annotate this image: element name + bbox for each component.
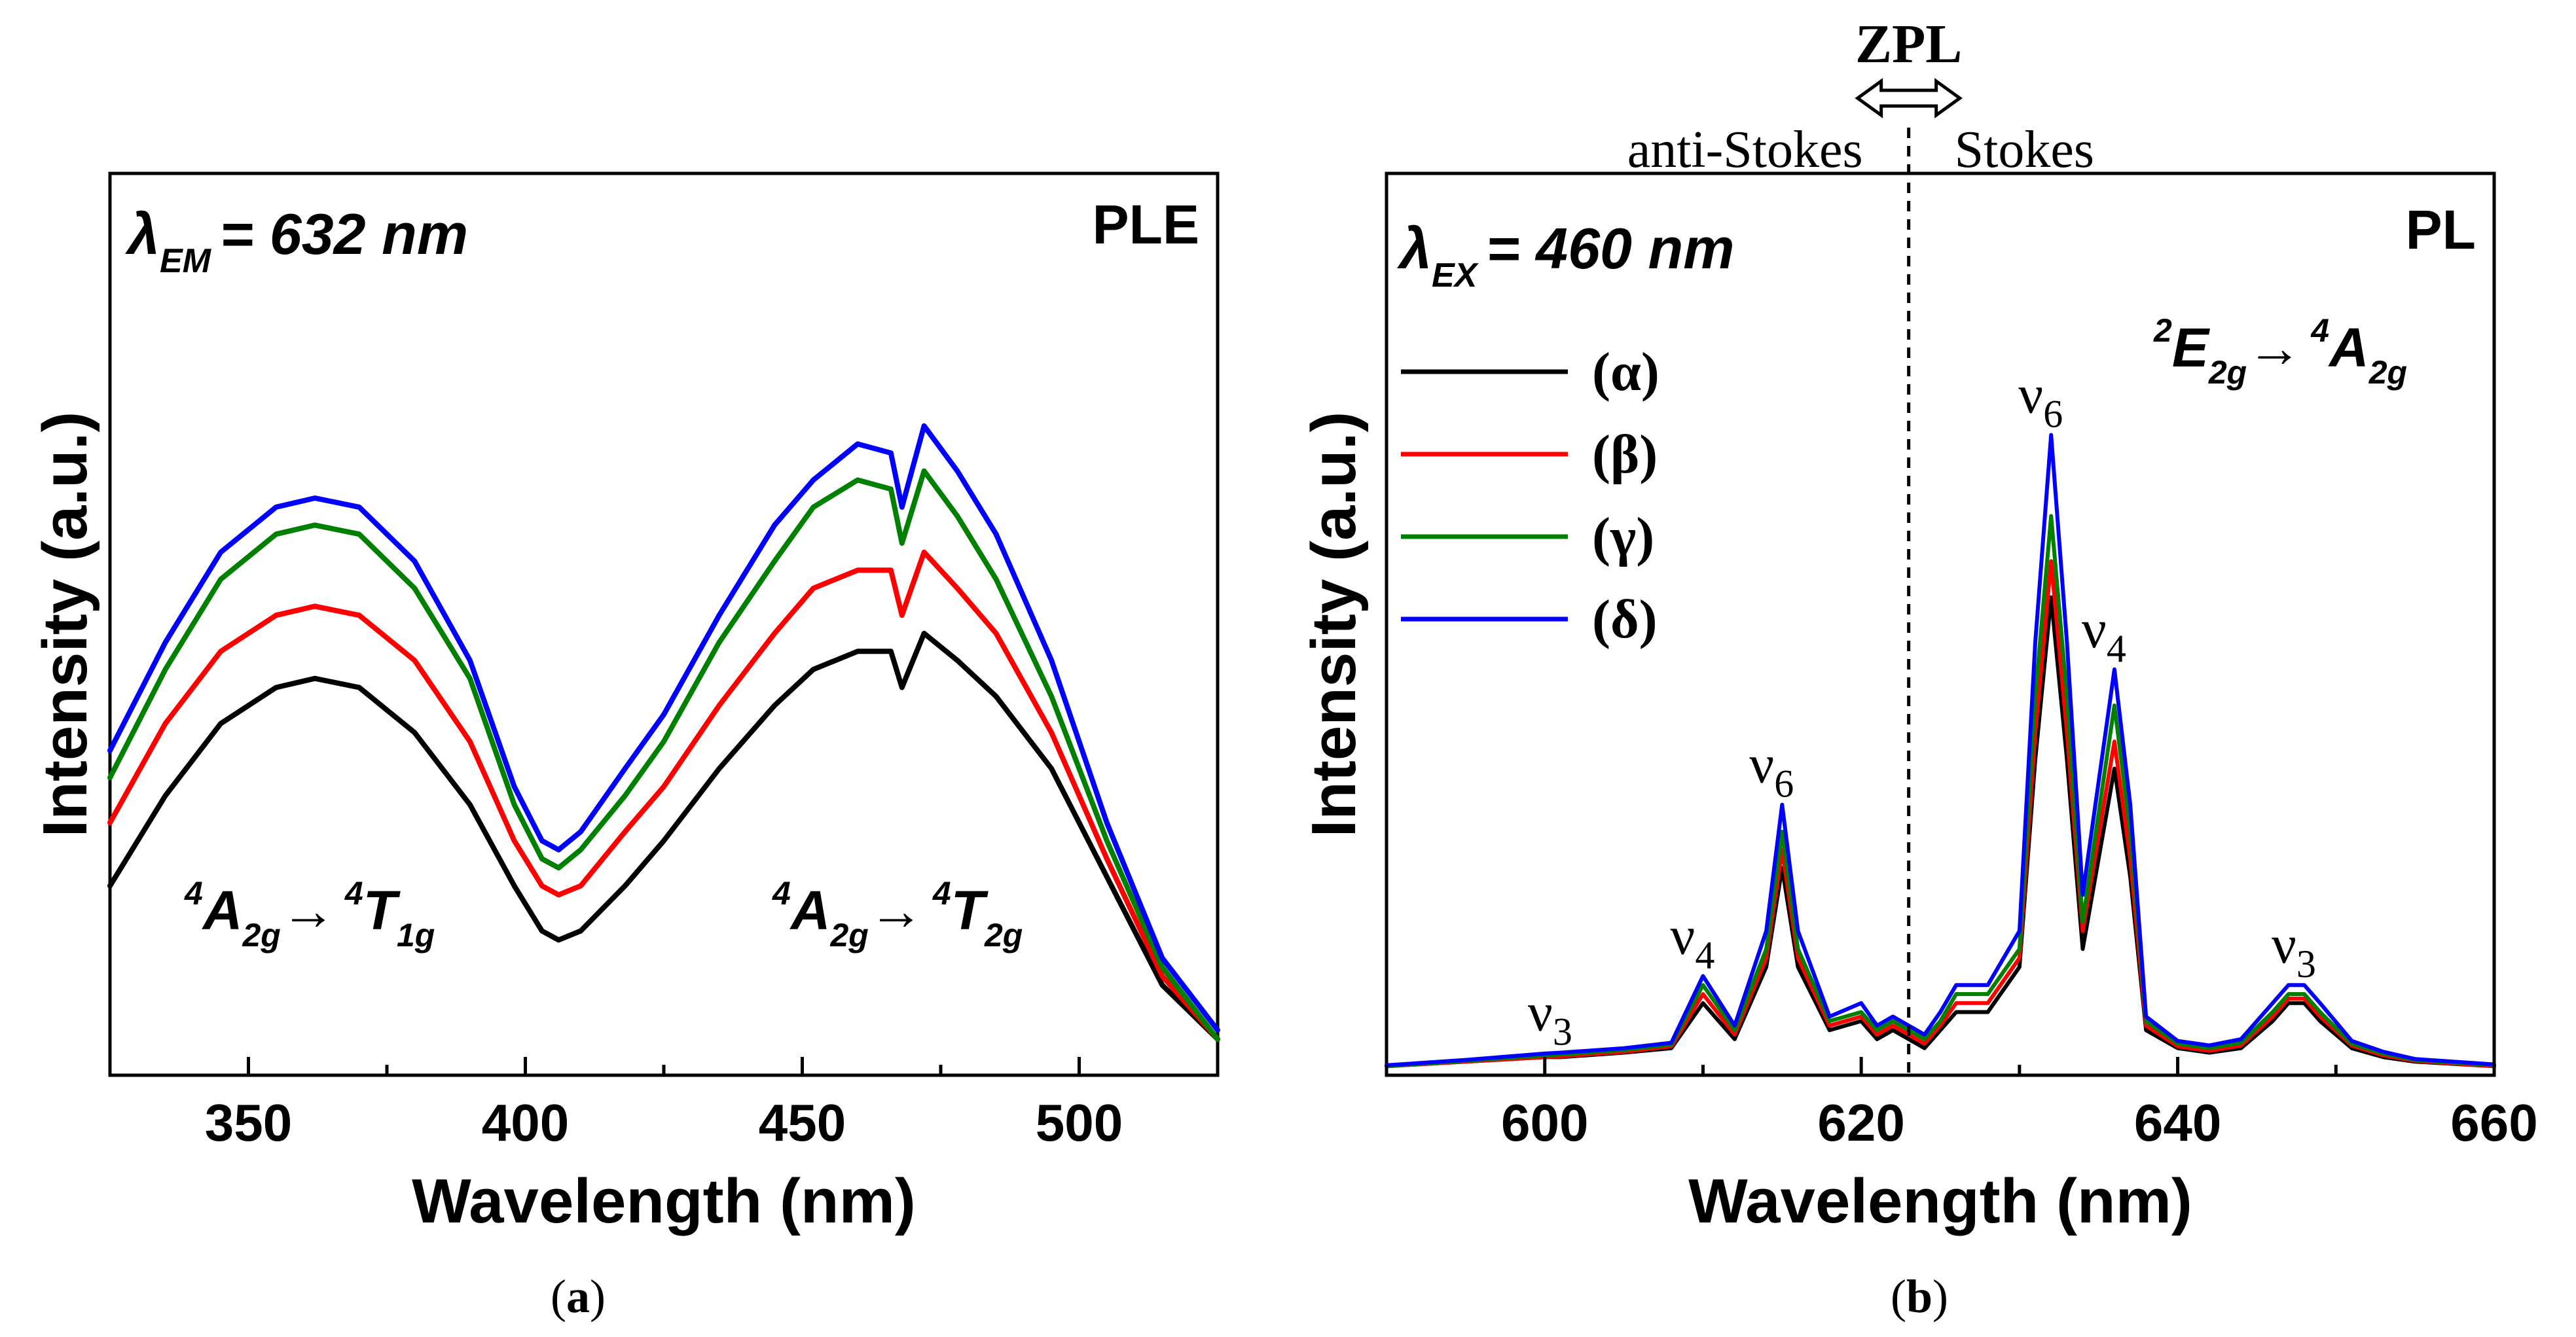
legend-label-alpha: (α) — [1592, 342, 1660, 402]
tr-from-sup: 2 — [2153, 312, 2172, 349]
panel-a-x-ticks: 350 400 450 500 — [108, 1057, 1220, 1152]
t1-to: T — [363, 880, 401, 941]
panel-b-x-axis-title: Wavelength (nm) — [1688, 1166, 2192, 1236]
t2-to-sub: 2g — [984, 917, 1023, 954]
legend-label-delta: (δ) — [1592, 589, 1658, 650]
legend-label-beta: (β) — [1592, 424, 1658, 485]
panel-a-caption-letter: a — [566, 1270, 590, 1323]
tr-to-sub: 2g — [2368, 354, 2407, 391]
peak-label-nu3: ν3 — [2272, 914, 2316, 986]
legend-label-gamma: (γ) — [1592, 507, 1654, 567]
panel-b-series-alpha — [1385, 595, 2496, 1069]
panel-b-lambda-symbol: λ — [1397, 216, 1432, 281]
panel-b-caption-open: ( — [1891, 1270, 1906, 1323]
t1-from-sub: 2g — [242, 917, 280, 954]
panel-b-lambda-label: λEX = 460 nm — [1397, 216, 1734, 294]
panel-a-y-axis-title: Intensity (a.u.) — [30, 412, 100, 838]
zpl-label: ZPL — [1855, 14, 1962, 75]
panel-b-caption: (b) — [1891, 1270, 1948, 1323]
tr-to: A — [2328, 317, 2369, 378]
panel-a-series-alpha — [107, 630, 1220, 1042]
panel-b-y-axis-title: Intensity (a.u.) — [1299, 412, 1369, 838]
anti-stokes-label: anti-Stokes — [1627, 121, 1863, 179]
x-tick-label: 620 — [1817, 1094, 1904, 1152]
panel-a-series-gamma — [107, 468, 1220, 1042]
peak-label-nu4: ν4 — [2082, 599, 2126, 670]
panel-b-tag: PL — [2406, 199, 2476, 260]
t1-from-sup: 4 — [184, 875, 203, 912]
x-tick-label: 450 — [759, 1094, 846, 1152]
panel-b-transition-label: 2E2g→ 4A2g — [2153, 312, 2407, 391]
panel-a-series-delta — [107, 423, 1220, 1033]
peak-label-nu4: ν4 — [1670, 905, 1714, 976]
t1-arrow: → — [281, 881, 336, 942]
t2-from-sub: 2g — [829, 917, 868, 954]
t2-from-sup: 4 — [772, 875, 791, 912]
zpl-double-arrow-shape — [1855, 78, 1963, 118]
panel-a-caption-close: ) — [590, 1270, 606, 1323]
peak-label-nu6: ν6 — [1749, 734, 1794, 806]
panel-b-series-delta — [1385, 433, 2496, 1067]
panel-b-caption-letter: b — [1906, 1270, 1932, 1323]
panel-a-caption: (a) — [551, 1270, 606, 1323]
panel-b-lambda-value: = 460 nm — [1486, 216, 1734, 281]
panel-a-x-axis-title: Wavelength (nm) — [412, 1166, 916, 1236]
t1-to-sub: 1g — [397, 917, 435, 954]
panel-b-series-beta — [1385, 559, 2496, 1069]
panel-a-series-beta — [107, 549, 1220, 1042]
t1-to-sup: 4 — [344, 875, 363, 912]
panel-a-series-group — [107, 423, 1220, 1042]
panel-b-x-ticks: 600 620 640 660 — [1385, 1057, 2538, 1152]
panel-a-caption-open: ( — [551, 1270, 566, 1323]
panel-b-caption-close: ) — [1932, 1270, 1948, 1323]
x-tick-label: 500 — [1036, 1094, 1123, 1152]
panel-b-lambda-subscript: EX — [1432, 257, 1479, 294]
x-tick-label: 400 — [482, 1094, 569, 1152]
panel-a-lambda-subscript: EM — [160, 242, 212, 280]
t2-to: T — [951, 880, 989, 941]
panel-b-pl-chart: 600 620 640 660 ν3 ν4 ν6 ν6 ν4 ν3 ZPL anti-Stoke… — [1299, 14, 2538, 1323]
panel-b-peak-labels: ν3 ν4 ν6 ν6 ν4 ν3 — [1528, 365, 2316, 1054]
panel-b-series-group — [1385, 433, 2496, 1069]
tr-from: E — [2172, 317, 2211, 378]
stokes-label: Stokes — [1955, 121, 2094, 179]
panel-a-lambda-value: = 632 nm — [220, 202, 468, 266]
t1-from: A — [202, 880, 243, 941]
x-tick-label: 600 — [1501, 1094, 1588, 1152]
x-tick-label: 660 — [2450, 1094, 2537, 1152]
peak-label-nu3: ν3 — [1528, 982, 1572, 1054]
tr-to-sup: 4 — [2310, 312, 2329, 349]
panel-a-transition-t2g: 4A2g→ 4T2g — [772, 875, 1023, 954]
tr-from-sub: 2g — [2208, 354, 2247, 391]
t2-arrow: → — [869, 881, 924, 942]
tr-arrow: → — [2247, 318, 2302, 379]
panel-a-lambda-symbol: λ — [125, 202, 160, 266]
t2-from: A — [789, 880, 831, 941]
t2-to-sup: 4 — [932, 875, 951, 912]
panel-b-legend: (α) (β) (γ) (δ) — [1401, 342, 1660, 650]
panel-a-ple-chart: 350 400 450 500 PLE λEM = 632 nm 4A2g→ 4T1g 4… — [30, 171, 1220, 1323]
panel-a-tag: PLE — [1093, 194, 1199, 255]
panel-b-plot-frame — [1385, 171, 2496, 1077]
panel-a-lambda-label: λEM = 632 nm — [125, 202, 468, 280]
x-tick-label: 350 — [205, 1094, 292, 1152]
panel-a-transition-t1g: 4A2g→ 4T1g — [184, 875, 435, 954]
peak-label-nu6: ν6 — [2018, 365, 2063, 436]
x-tick-label: 640 — [2134, 1094, 2221, 1152]
zpl-double-arrow — [1855, 78, 1963, 118]
panel-b-series-gamma — [1385, 514, 2496, 1069]
